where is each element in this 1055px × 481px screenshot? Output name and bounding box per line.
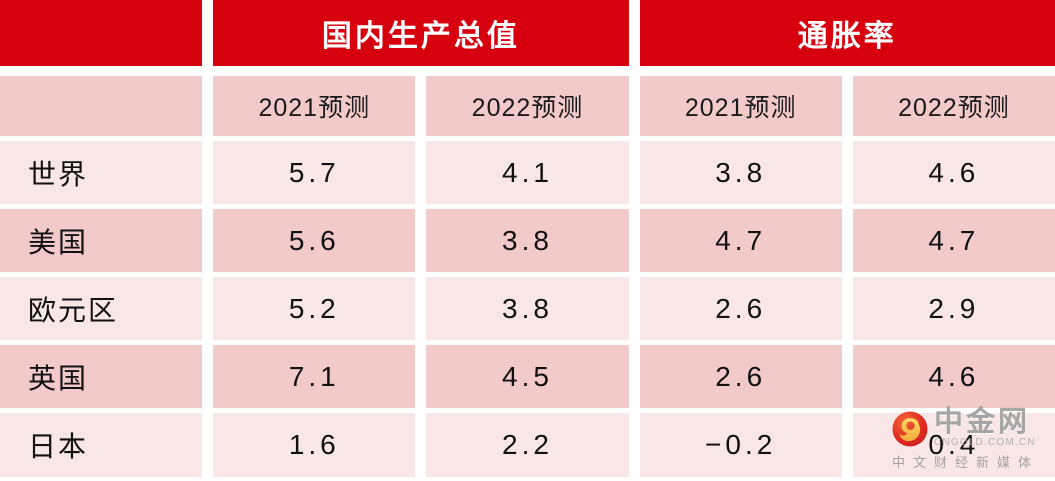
cell-value: 5.7 [213, 141, 416, 204]
cell-value: −0.2 [639, 413, 842, 477]
row-label: 英国 [0, 345, 203, 408]
subheader-inflation-2021: 2021预测 [639, 76, 842, 136]
cell-value: 3.8 [426, 209, 629, 272]
subheader-inflation-2022: 2022预测 [852, 76, 1055, 136]
cngold-logo-icon [892, 411, 928, 447]
corner-cell [0, 0, 203, 66]
watermark-brand: 中金网 [934, 406, 1031, 438]
cell-value: 0.4 [852, 413, 1055, 477]
table-row-japan: 日本 1.6 2.2 −0.2 0.4 [0, 413, 1055, 477]
site-watermark: 中金网 CNGOLD.COM.CN 中文财经新媒体 [892, 407, 1052, 471]
cell-value: 5.6 [213, 209, 416, 272]
column-group-inflation: 通胀率 [639, 0, 1055, 66]
row-label: 日本 [0, 413, 203, 477]
column-group-gdp: 国内生产总值 [213, 0, 629, 66]
cell-value: 4.5 [426, 345, 629, 408]
row-label: 欧元区 [0, 277, 203, 340]
watermark-domain: CNGOLD.COM.CN [934, 437, 1036, 448]
row-label: 美国 [0, 209, 203, 272]
cell-value: 2.6 [639, 277, 842, 340]
table-row-usa: 美国 5.6 3.8 4.7 4.7 [0, 209, 1055, 272]
cell-value: 3.8 [426, 277, 629, 340]
cell-value: 2.2 [426, 413, 629, 477]
subheader-gdp-2021: 2021预测 [213, 76, 416, 136]
cell-value: 3.8 [639, 141, 842, 204]
table-row-eurozone: 欧元区 5.2 3.8 2.6 2.9 [0, 277, 1055, 340]
cell-value: 2.6 [639, 345, 842, 408]
row-label: 世界 [0, 141, 203, 204]
watermark-tagline: 中文财经新媒体 [892, 455, 1040, 470]
subheader-gdp-2022: 2022预测 [426, 76, 629, 136]
cell-value: 4.7 [639, 209, 842, 272]
table-row-world: 世界 5.7 4.1 3.8 4.6 [0, 141, 1055, 204]
subheader-empty-cell [0, 76, 203, 136]
table-group-header-row: 国内生产总值 通胀率 [0, 0, 1055, 66]
cell-value: 4.7 [852, 209, 1055, 272]
cell-value: 4.6 [852, 345, 1055, 408]
cell-value: 4.1 [426, 141, 629, 204]
cell-value: 2.9 [852, 277, 1055, 340]
table-row-uk: 英国 7.1 4.5 2.6 4.6 [0, 345, 1055, 408]
cell-value: 7.1 [213, 345, 416, 408]
cell-value: 1.6 [213, 413, 416, 477]
cell-value: 5.2 [213, 277, 416, 340]
cell-value: 4.6 [852, 141, 1055, 204]
table-subheader-row: 2021预测 2022预测 2021预测 2022预测 [0, 76, 1055, 136]
